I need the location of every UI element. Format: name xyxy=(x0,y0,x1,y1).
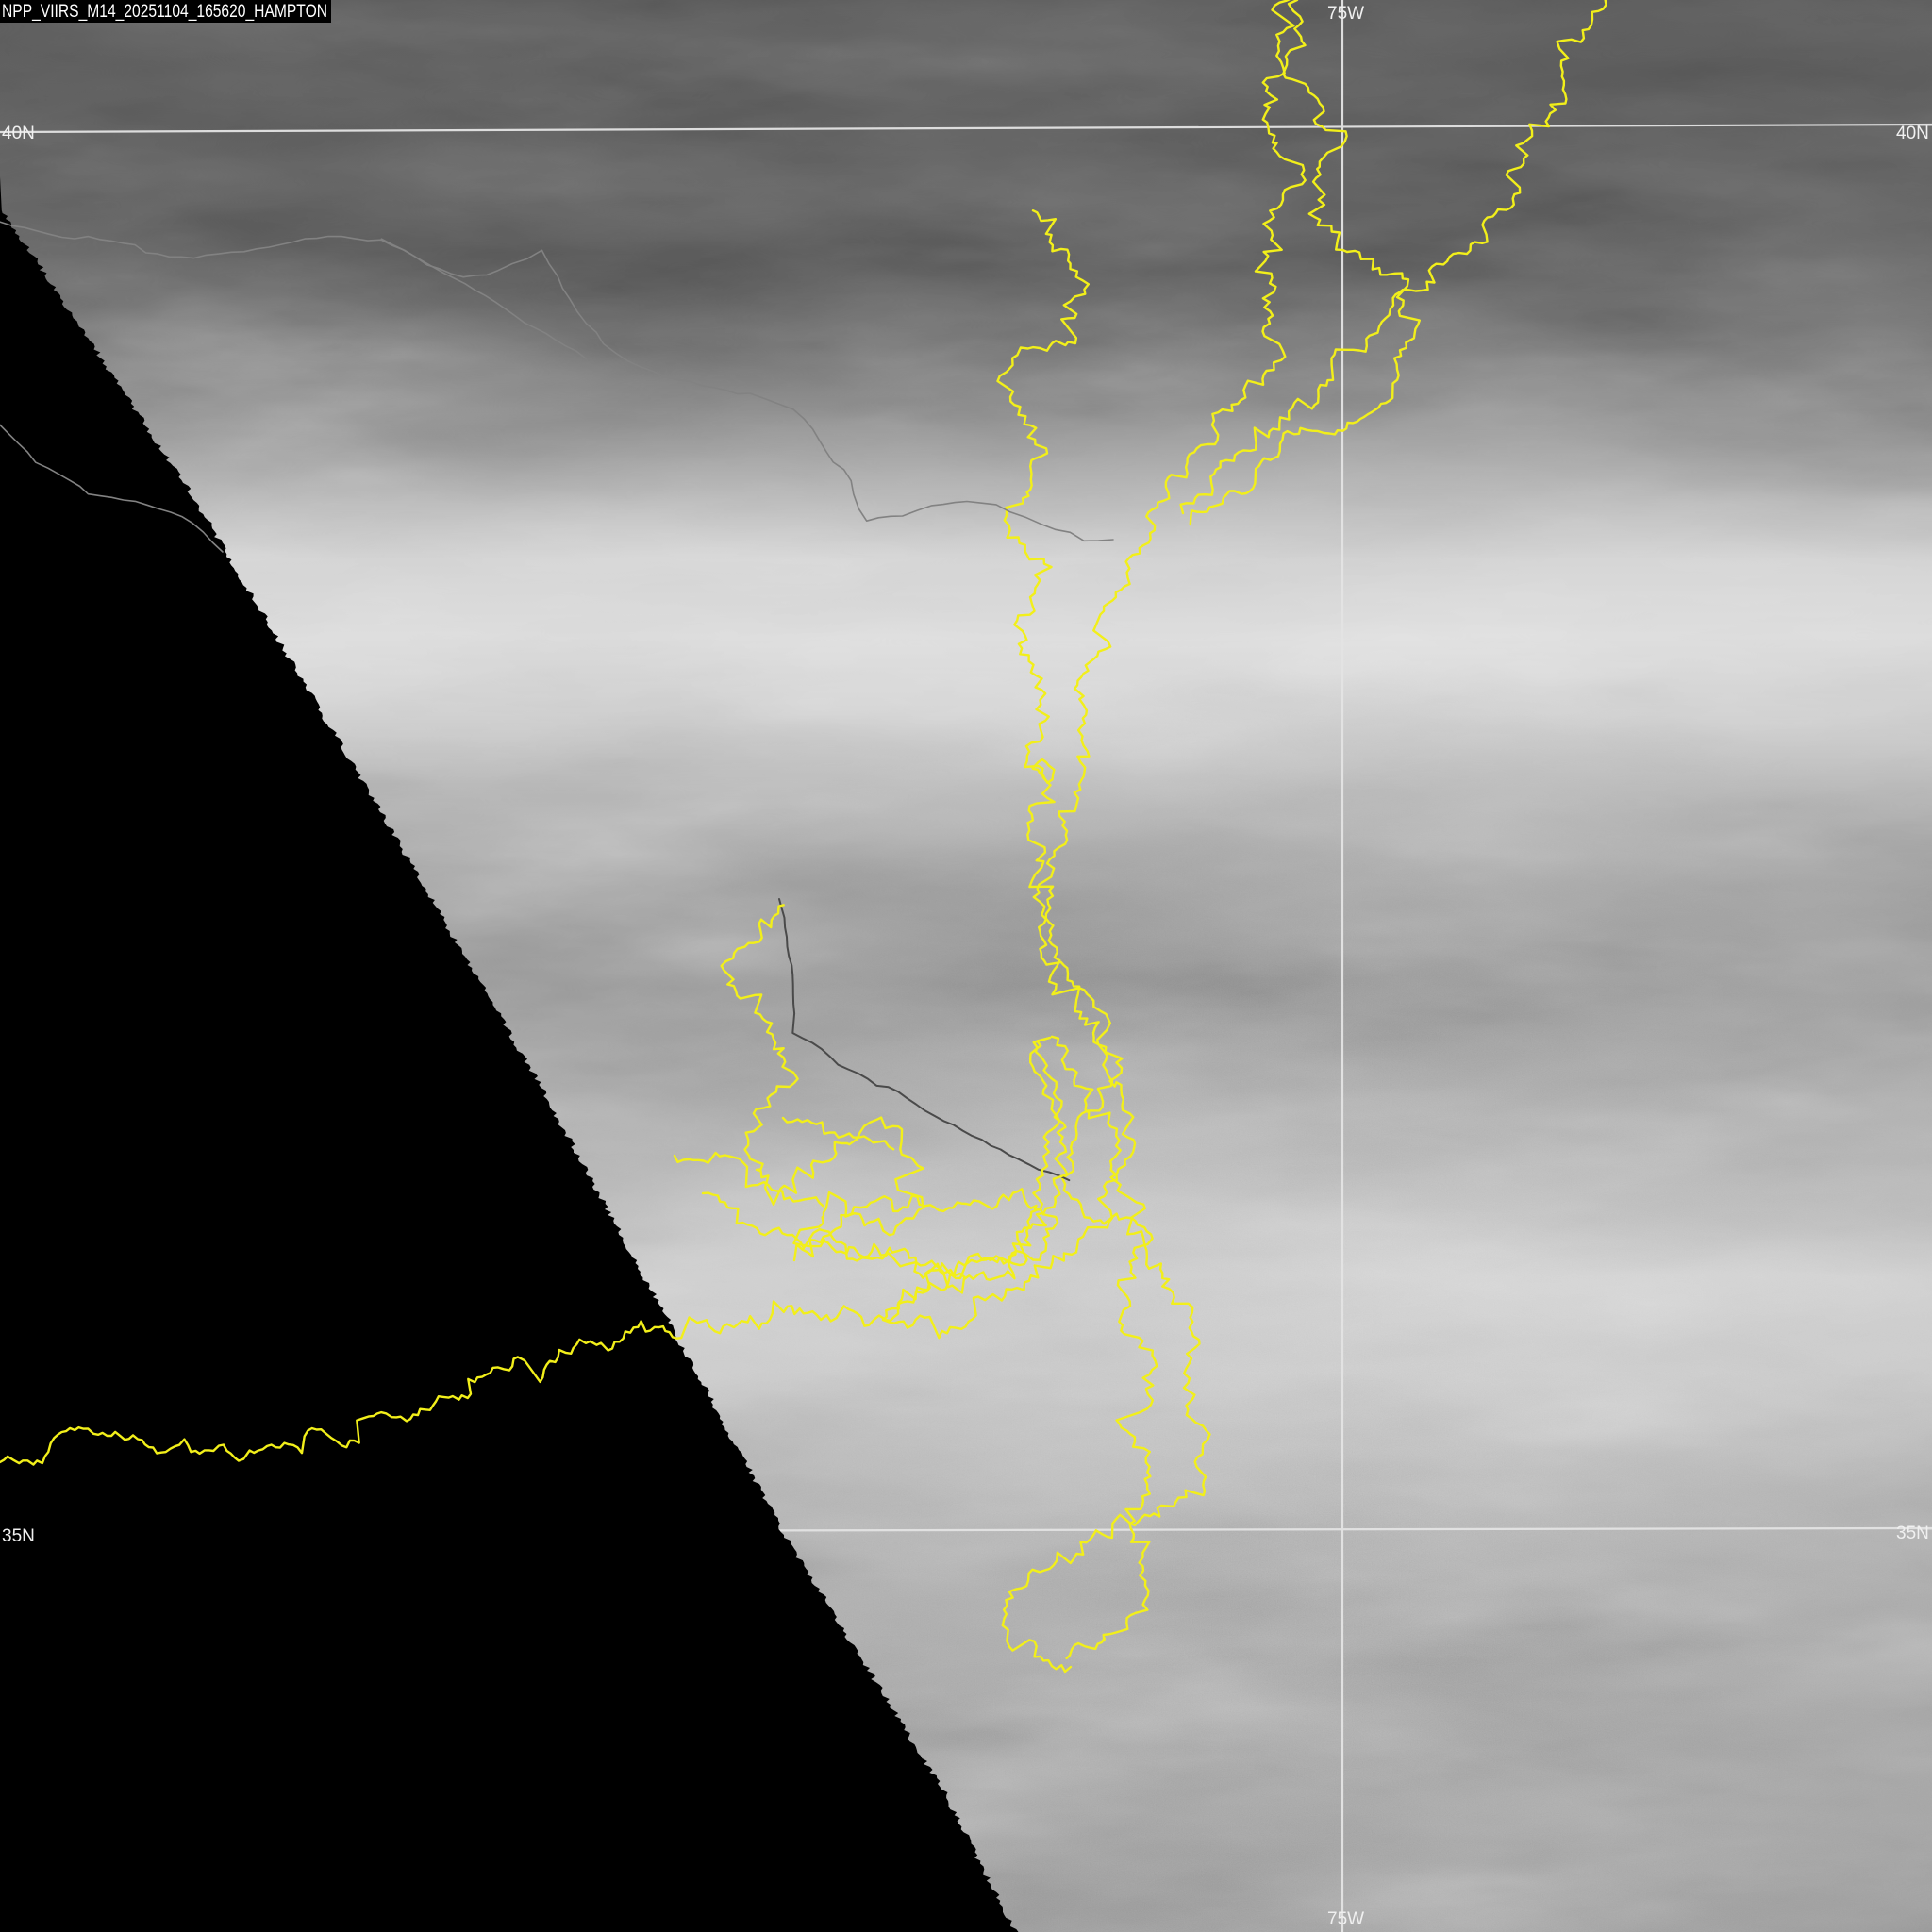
svg-text:35N: 35N xyxy=(1896,1524,1929,1543)
svg-text:40N: 40N xyxy=(2,124,35,143)
svg-text:35N: 35N xyxy=(2,1526,35,1546)
svg-text:NPP_VIIRS_M14_20251104_165620_: NPP_VIIRS_M14_20251104_165620_HAMPTON xyxy=(2,2,327,22)
svg-text:75W: 75W xyxy=(1327,1909,1364,1929)
svg-text:40N: 40N xyxy=(1896,124,1929,143)
svg-text:75W: 75W xyxy=(1327,4,1364,24)
